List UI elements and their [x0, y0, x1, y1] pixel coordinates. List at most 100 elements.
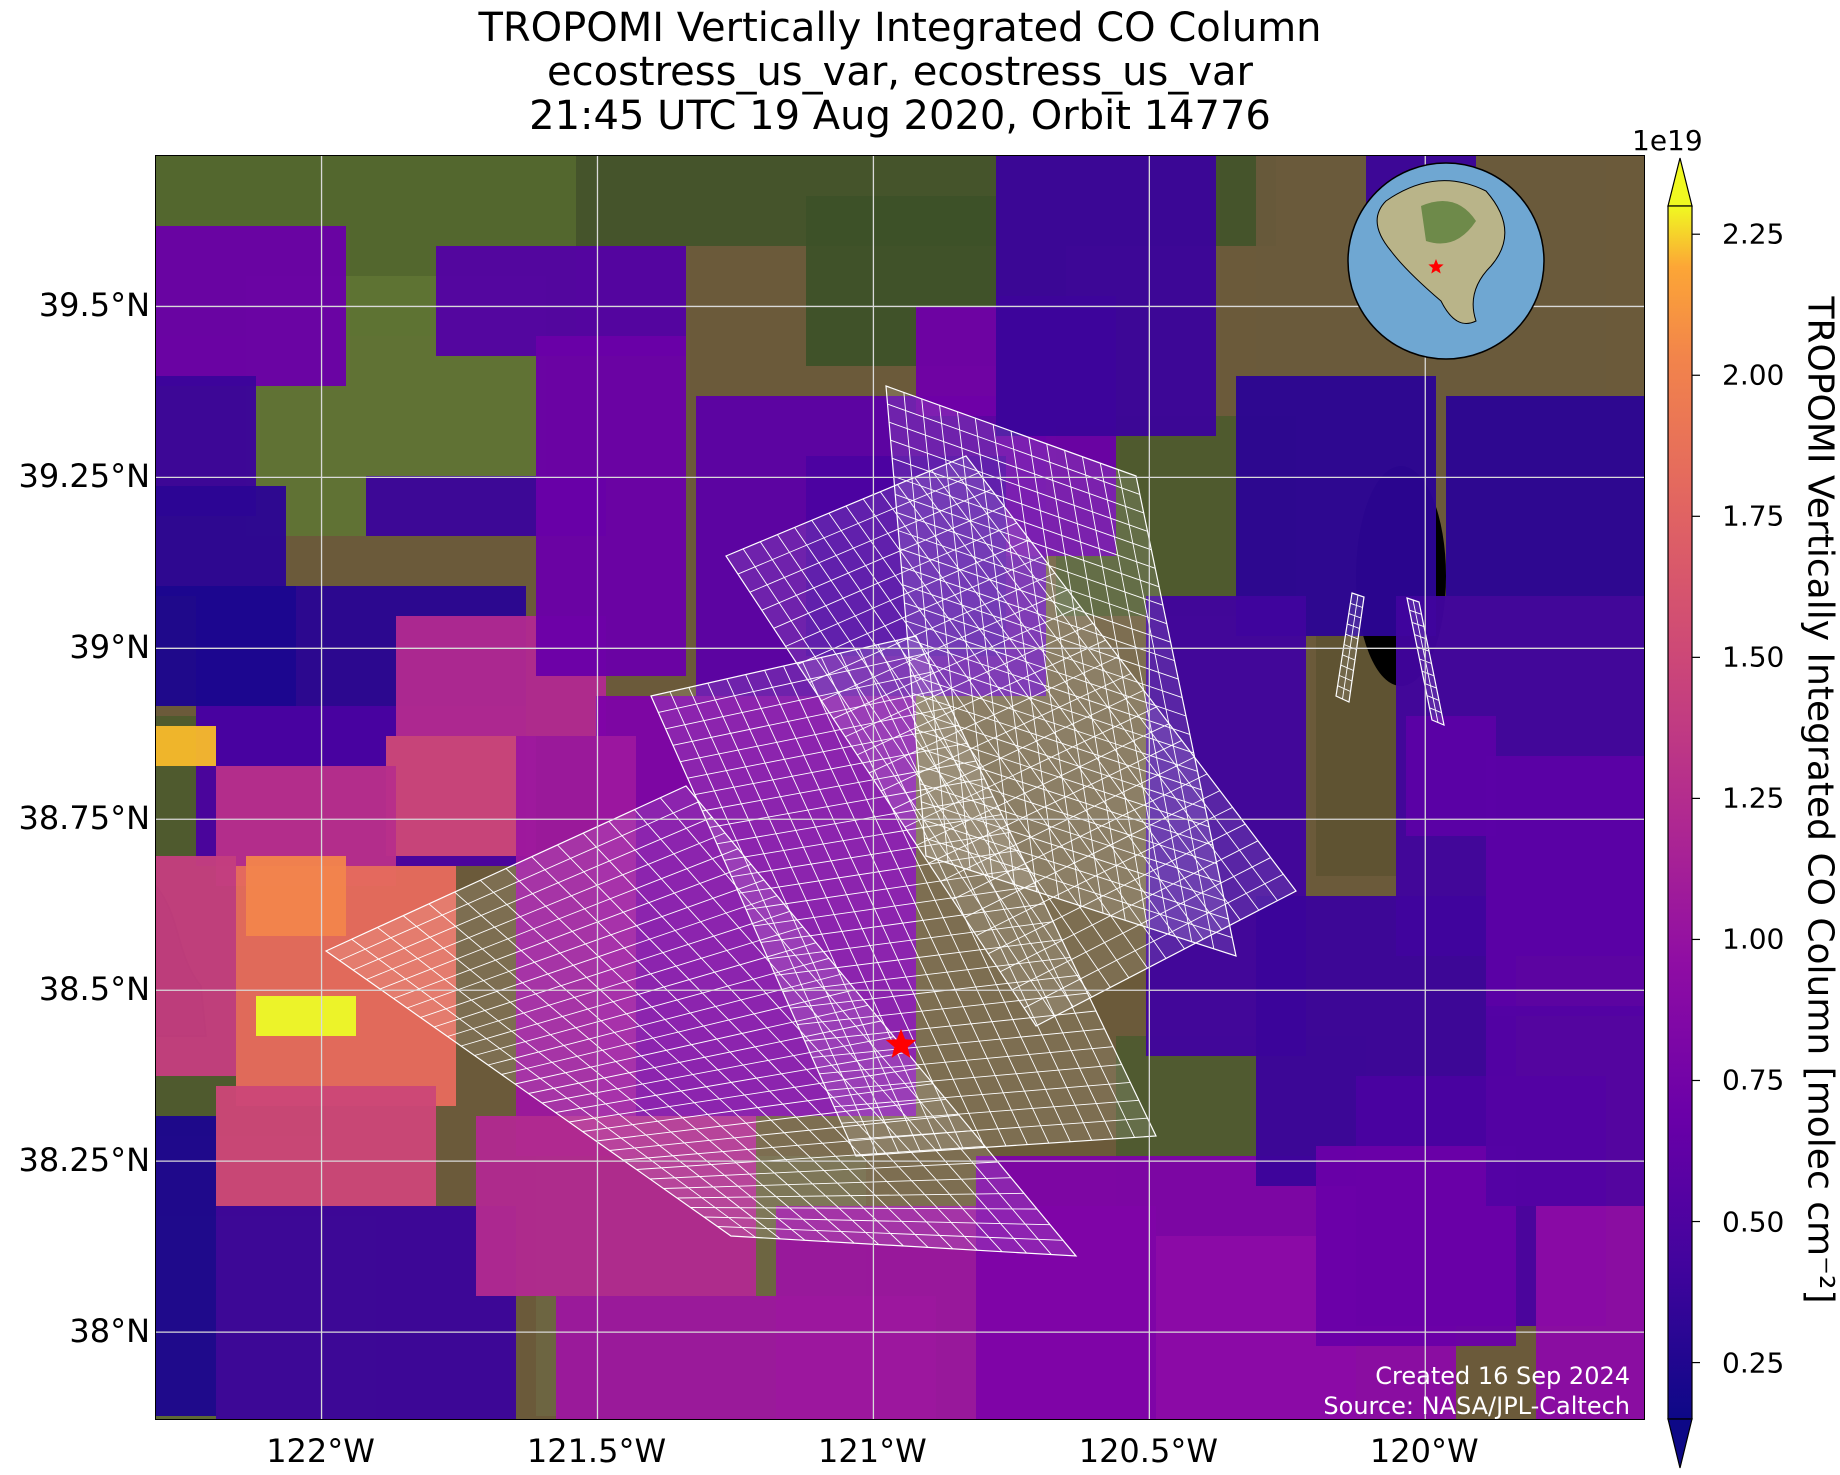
footprint-gridline [676, 1192, 1025, 1199]
footprint-gridline [501, 989, 856, 1075]
co-pixel [1316, 1146, 1516, 1346]
footprint-gridline [848, 1117, 1148, 1141]
footprint-gridline [352, 816, 713, 971]
footprint-gridline [694, 742, 968, 796]
lon-tick-label: 122°W [266, 1432, 375, 1470]
site-marker-star [885, 1028, 917, 1058]
co-pixel [1536, 1206, 1644, 1419]
footprint-gridline [880, 673, 1132, 792]
co-pixel [536, 336, 686, 676]
footprint-west [324, 785, 1078, 1257]
co-swath-pixels [156, 156, 1644, 1419]
footprint-gridline [568, 1067, 921, 1123]
footprint-gridline [913, 710, 1206, 809]
footprint-gridline [904, 602, 1183, 698]
footprint-gridline [924, 837, 1233, 938]
footprint-gridline [797, 992, 1088, 1026]
colorbar-tick-label: 1.50 [1722, 640, 1785, 674]
footprint-gridline [447, 926, 804, 1037]
footprint-gridline [804, 1010, 1097, 1042]
lon-tick-label: 120°W [1369, 1432, 1479, 1470]
footprint-outline [725, 455, 1297, 1027]
footprint-outline [885, 385, 1237, 957]
co-pixel [996, 156, 1216, 436]
footprint-gridline [988, 823, 1246, 955]
footprint-gridline [724, 814, 1002, 861]
footprint-gridline [896, 512, 1164, 606]
footprint-gridline [887, 403, 1140, 495]
footprint-gridline [1414, 634, 1427, 640]
footprint-gridline [1339, 674, 1353, 682]
footprint-gridline [528, 1020, 882, 1094]
footprint-gridline [890, 439, 1148, 532]
co-pixel [216, 1206, 516, 1419]
footprint-gridline [595, 1098, 947, 1142]
colorbar-tick-label: 0.25 [1722, 1346, 1785, 1380]
footprint-gridline [1421, 670, 1435, 677]
footprint-gridline [487, 973, 843, 1066]
footprint-gridline [907, 638, 1190, 735]
footprint-gridline [1426, 695, 1440, 701]
footprint-gridline [753, 885, 1037, 927]
footprint-gridline [1347, 623, 1360, 629]
footprint-gridline [902, 584, 1179, 680]
footprint-gridline [833, 606, 1081, 720]
footprint-gridline [905, 620, 1187, 717]
colorbar-extend-max [1667, 157, 1693, 207]
lat-tick-label: 39.25°N [18, 457, 150, 496]
footprint-gridline [782, 956, 1071, 993]
footprint-gridline [1411, 621, 1425, 628]
footprint-gridline [1340, 664, 1354, 671]
footprint-gridline [899, 548, 1171, 643]
footprint-gridline [1345, 633, 1359, 640]
footprint-gridline [826, 1064, 1122, 1091]
footprint-gridline [672, 689, 942, 746]
footprint-gridline [680, 706, 951, 763]
footprint-gridline [821, 589, 1068, 702]
lat-tick-label: 38.75°N [18, 799, 150, 838]
ecostress-footprint-grids [324, 385, 1445, 1257]
footprint-gridline [964, 790, 1221, 918]
lon-tick-label: 120.5°W [1078, 1432, 1218, 1470]
footprint-gridline [366, 832, 726, 980]
footprint-gridline [898, 530, 1167, 625]
co-pixel [556, 1296, 936, 1419]
footprint-gridline [908, 656, 1194, 754]
footprint-gridline [785, 539, 1030, 647]
footprint-gridline [690, 1207, 1038, 1210]
footprint-gridline [841, 1099, 1139, 1124]
co-pixel [516, 736, 636, 1156]
colorbar-exponent: 1e19 [1632, 124, 1703, 157]
co-pixel [246, 856, 346, 936]
footprint-gridline [856, 639, 1106, 756]
footprint-gridline [555, 1051, 908, 1113]
map-panel[interactable] [155, 155, 1645, 1420]
footprint-gridline [888, 421, 1144, 514]
footprint-gridline [1348, 613, 1362, 619]
co-pixel [596, 696, 916, 1116]
colorbar-gradient [1667, 205, 1693, 1420]
co-pixel [1486, 1006, 1644, 1206]
footprint-gridline [420, 895, 778, 1018]
footprint-gridline [636, 1145, 986, 1170]
footprint-north [885, 385, 1237, 957]
globe-forest [1421, 201, 1476, 244]
source-credit: Source: NASA/JPL-Caltech [1323, 1392, 1630, 1420]
colorbar [1667, 157, 1700, 1469]
co-pixel [156, 1116, 216, 1416]
title-line-1: TROPOMI Vertically Integrated CO Column [478, 5, 1322, 51]
footprint-gridline [1424, 682, 1437, 689]
lat-tick-label: 39.5°N [38, 286, 150, 325]
footprint-gridline [833, 1081, 1131, 1108]
footprint-gridline [514, 1004, 869, 1085]
colorbar-tick-label: 1.00 [1722, 922, 1785, 956]
footprint-gridline [717, 1226, 1064, 1241]
footprint-gridline [703, 1216, 1051, 1226]
footprint-gridline [622, 1130, 973, 1161]
footprint-gridline [775, 939, 1062, 976]
footprint-gridline [582, 1083, 934, 1132]
footprint-gridline [406, 879, 765, 1009]
colorbar-tick-label: 0.75 [1722, 1063, 1785, 1097]
footprint-gridline [768, 921, 1054, 960]
footprint-gridline [731, 831, 1011, 878]
